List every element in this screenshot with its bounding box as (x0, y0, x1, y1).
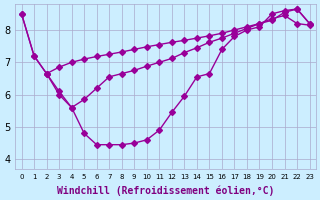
X-axis label: Windchill (Refroidissement éolien,°C): Windchill (Refroidissement éolien,°C) (57, 185, 274, 196)
